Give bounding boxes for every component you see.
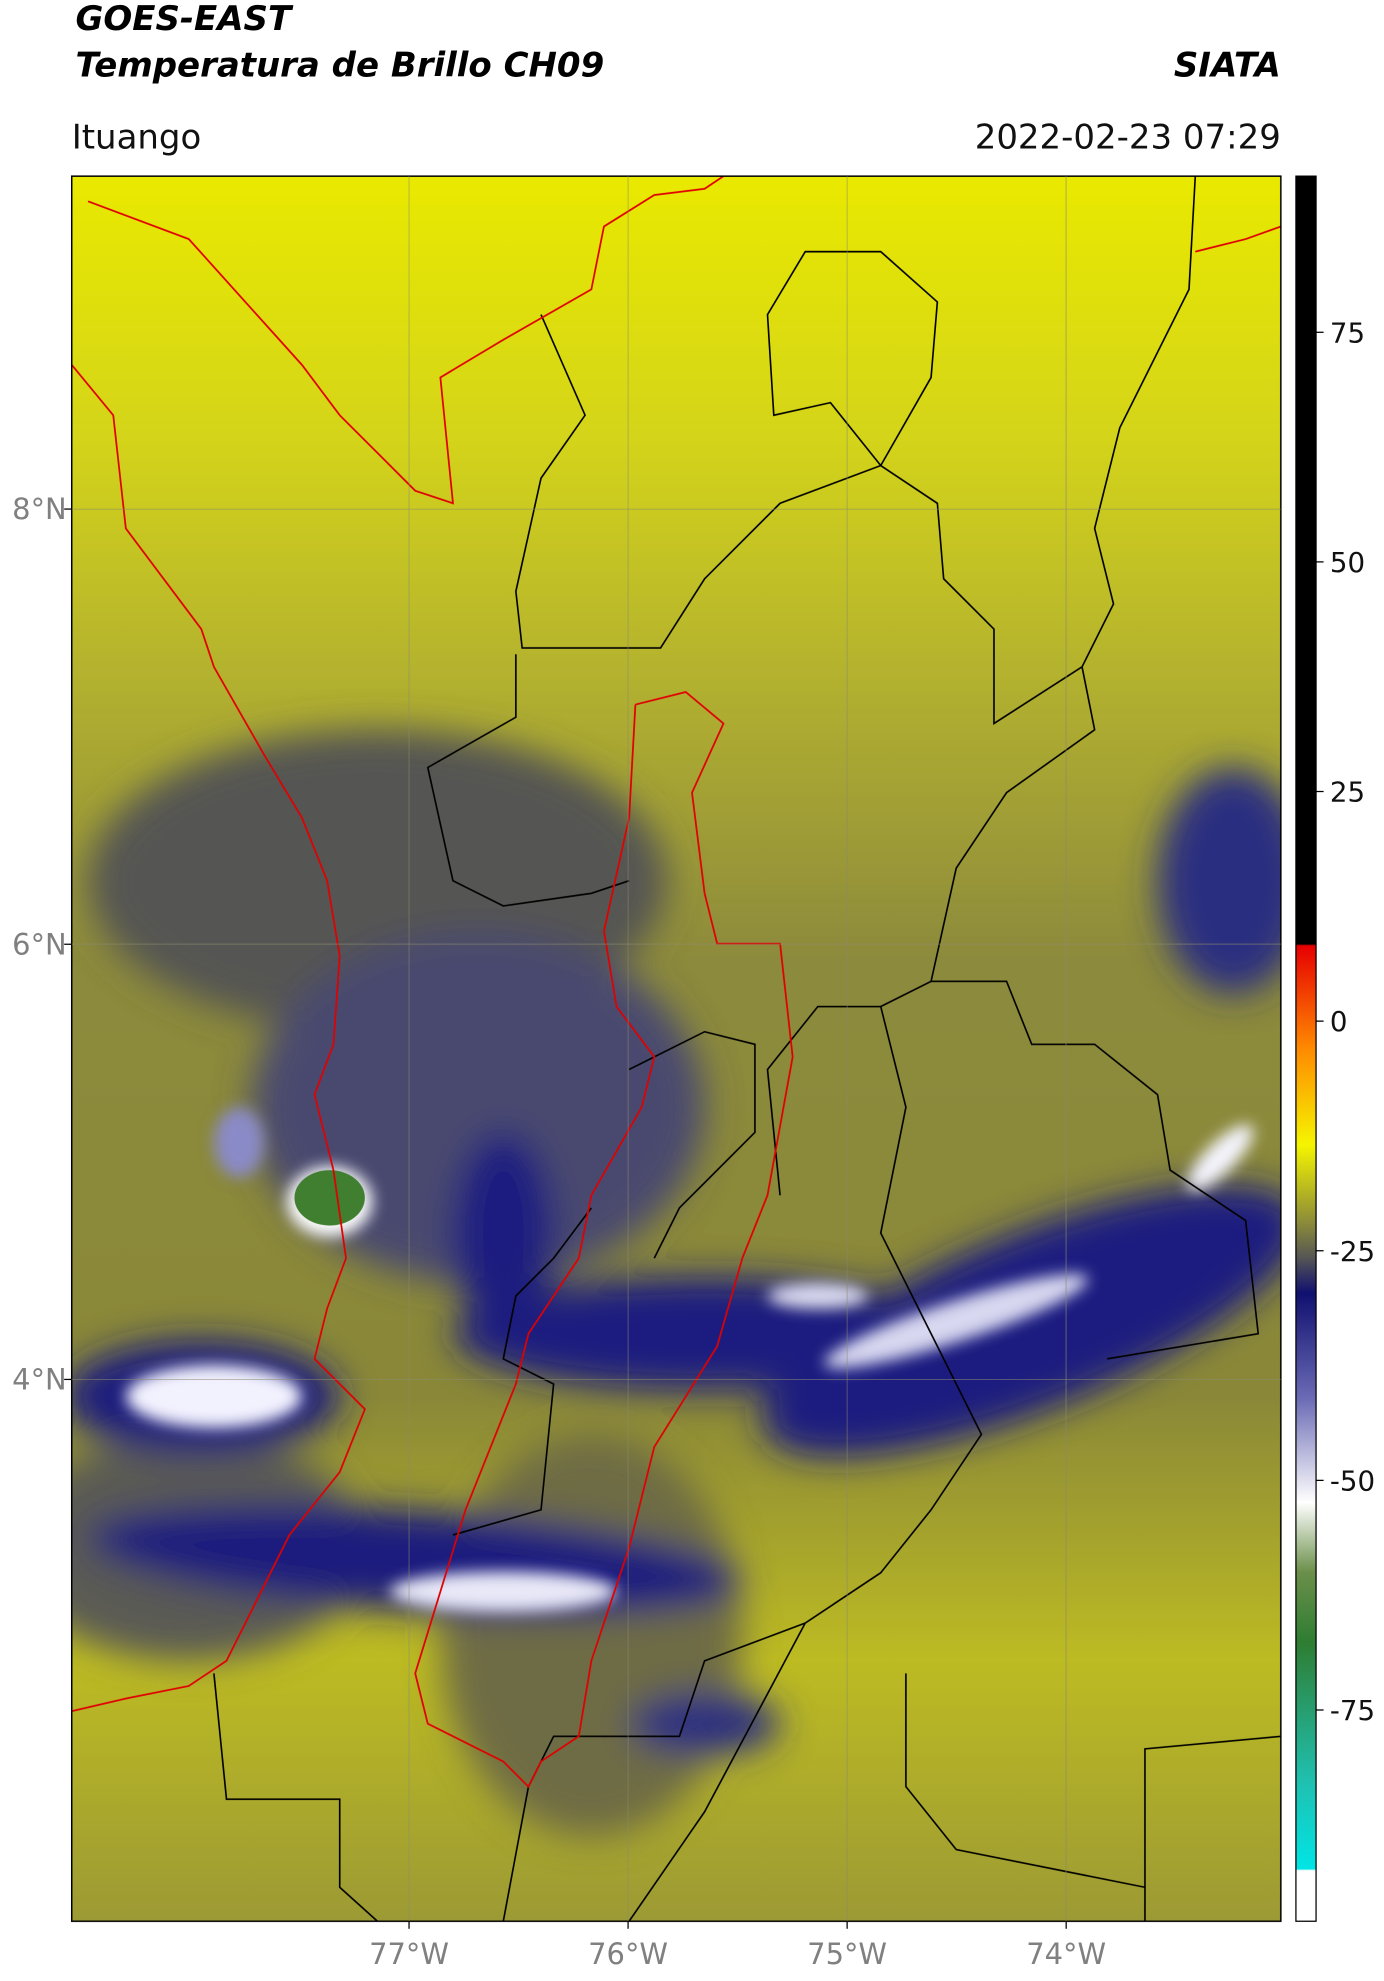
satellite-image: [71, 176, 1281, 1922]
title: GOES-EAST: [75, 0, 293, 39]
source: SIATA: [1174, 46, 1281, 86]
colorbar-tick-label: -50: [1330, 1464, 1375, 1497]
colorbar-tick-label: -75: [1330, 1694, 1375, 1727]
colorbar-ticks: 75 50 25 0 -25 -50 -75: [1316, 316, 1375, 1727]
region: Ituango: [72, 117, 202, 157]
colorbar: [1295, 175, 1317, 1922]
colorbar-tick-label: 25: [1330, 776, 1365, 809]
colorbar-tick-label: 50: [1330, 546, 1365, 579]
admin-borders: [213, 176, 1281, 1922]
geo-ticks: 77°W 76°W 75°W 74°W 8°N 6°N 4°N: [12, 176, 1281, 1971]
y-tick-label: 8°N: [12, 492, 67, 526]
colorbar-tick-label: 0: [1330, 1005, 1348, 1038]
colorbar-tick-label: 75: [1330, 316, 1365, 349]
colorbar-tick-label: -25: [1330, 1235, 1375, 1268]
y-tick-label: 6°N: [12, 927, 67, 961]
coldest-spot: [294, 1170, 365, 1226]
x-tick-label: 74°W: [1026, 1937, 1106, 1971]
x-tick-label: 77°W: [369, 1937, 449, 1971]
y-tick-label: 4°N: [12, 1362, 67, 1396]
x-tick-label: 76°W: [588, 1937, 668, 1971]
x-tick-label: 75°W: [807, 1937, 887, 1971]
map-frame: [70, 175, 1282, 1922]
subtitle: Temperatura de Brillo CH09: [75, 46, 604, 86]
boundary-lines: [71, 176, 1281, 1789]
datetime: 2022-02-23 07:29: [975, 117, 1281, 157]
